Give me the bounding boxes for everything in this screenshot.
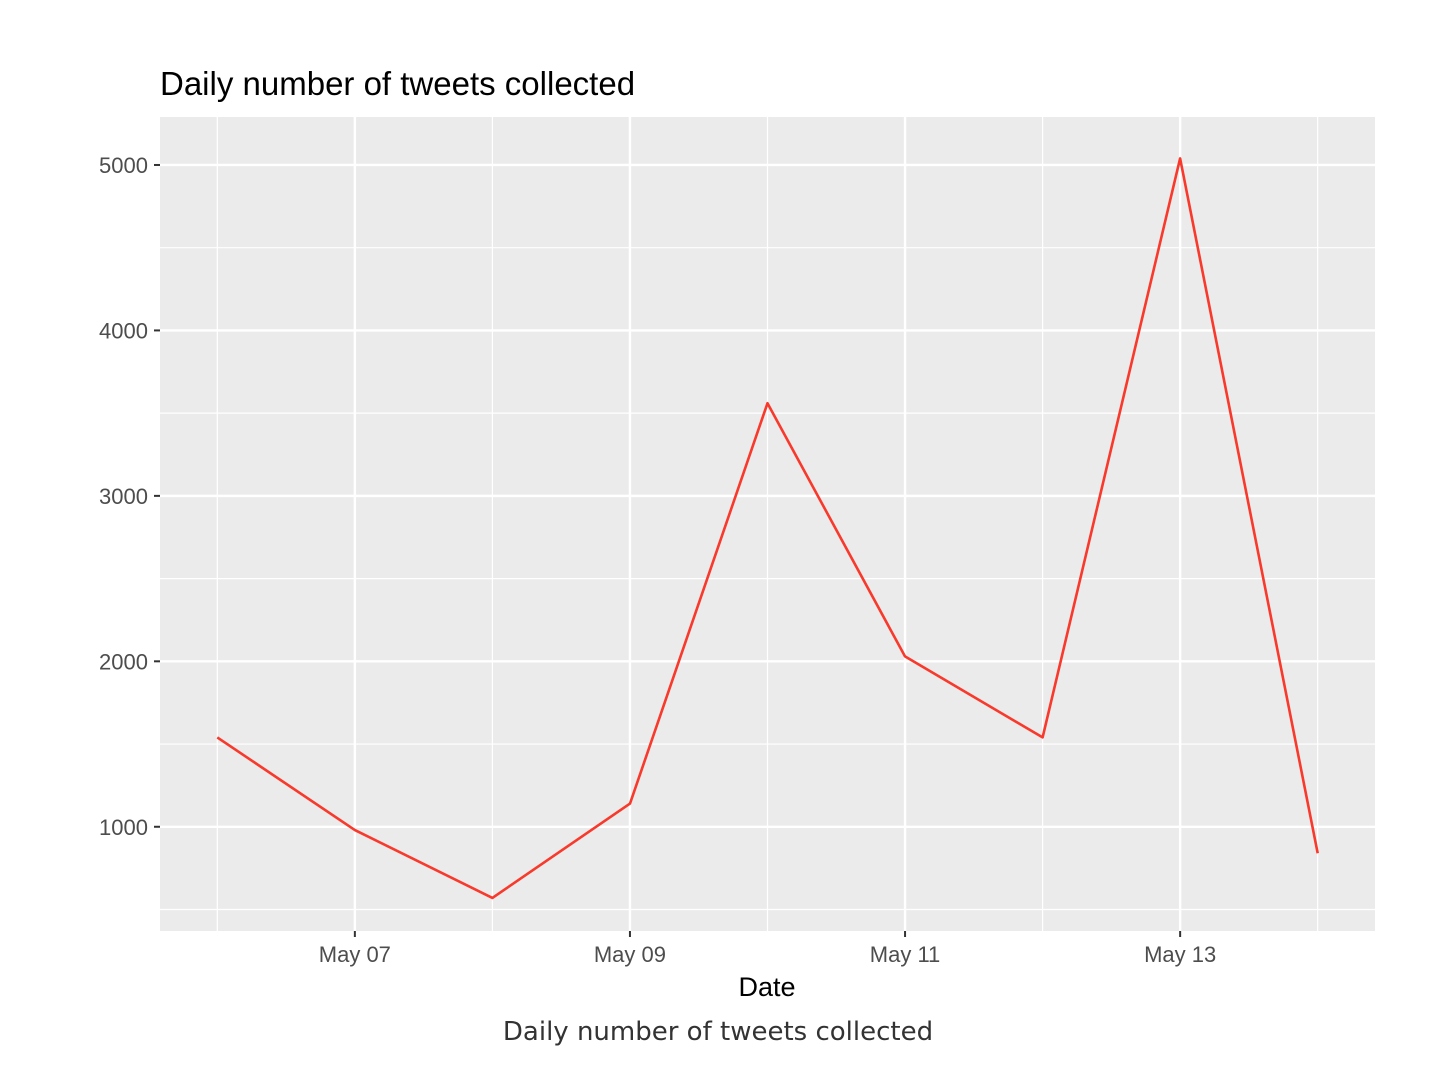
y-tick-label: 1000 [99, 815, 148, 840]
y-tick-label: 2000 [99, 649, 148, 674]
x-tick-label: May 11 [870, 942, 941, 967]
x-tick-label: May 07 [319, 942, 391, 967]
y-tick-label: 5000 [99, 153, 148, 178]
x-axis: May 07 May 09 May 11 May 13 [319, 931, 1216, 967]
y-tick-label: 3000 [99, 484, 148, 509]
x-tick-label: May 09 [594, 942, 666, 967]
y-tick-label: 4000 [99, 318, 148, 343]
x-tick-label: May 13 [1144, 942, 1216, 967]
grid-major-y [160, 163, 1375, 828]
y-axis: 1000 2000 3000 4000 5000 [99, 153, 160, 840]
line-chart: Daily number of tweets collected 1000 200… [99, 65, 1375, 1002]
series-layer [216, 157, 1319, 900]
grid-minor-x [216, 117, 1319, 931]
chart-title: Daily number of tweets collected [160, 65, 635, 102]
figure-caption: Daily number of tweets collected [502, 1017, 934, 1047]
x-axis-title: Date [738, 972, 795, 1002]
grid-major-x [353, 117, 1182, 931]
